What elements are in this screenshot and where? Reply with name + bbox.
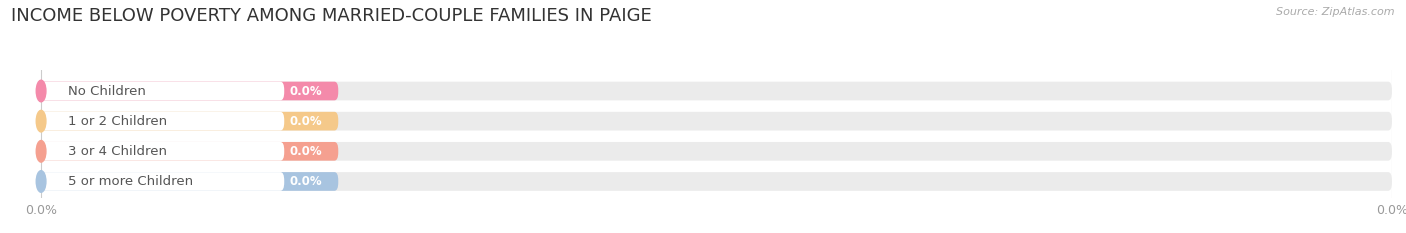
- Text: 5 or more Children: 5 or more Children: [67, 175, 193, 188]
- Circle shape: [37, 80, 46, 102]
- Circle shape: [37, 110, 46, 132]
- Text: 0.0%: 0.0%: [290, 85, 322, 97]
- Text: 0.0%: 0.0%: [290, 145, 322, 158]
- Circle shape: [37, 171, 46, 192]
- FancyBboxPatch shape: [41, 142, 284, 161]
- Circle shape: [37, 140, 46, 162]
- FancyBboxPatch shape: [41, 112, 1392, 130]
- FancyBboxPatch shape: [41, 142, 1392, 161]
- Text: Source: ZipAtlas.com: Source: ZipAtlas.com: [1277, 7, 1395, 17]
- Text: No Children: No Children: [67, 85, 146, 97]
- FancyBboxPatch shape: [41, 142, 339, 161]
- Text: 3 or 4 Children: 3 or 4 Children: [67, 145, 167, 158]
- Text: INCOME BELOW POVERTY AMONG MARRIED-COUPLE FAMILIES IN PAIGE: INCOME BELOW POVERTY AMONG MARRIED-COUPL…: [11, 7, 652, 25]
- FancyBboxPatch shape: [41, 82, 284, 100]
- Text: 0.0%: 0.0%: [290, 175, 322, 188]
- FancyBboxPatch shape: [41, 82, 339, 100]
- FancyBboxPatch shape: [41, 112, 339, 130]
- Text: 1 or 2 Children: 1 or 2 Children: [67, 115, 167, 128]
- FancyBboxPatch shape: [41, 172, 284, 191]
- Text: 0.0%: 0.0%: [290, 115, 322, 128]
- FancyBboxPatch shape: [41, 172, 1392, 191]
- FancyBboxPatch shape: [41, 112, 284, 130]
- FancyBboxPatch shape: [41, 172, 339, 191]
- FancyBboxPatch shape: [41, 82, 1392, 100]
